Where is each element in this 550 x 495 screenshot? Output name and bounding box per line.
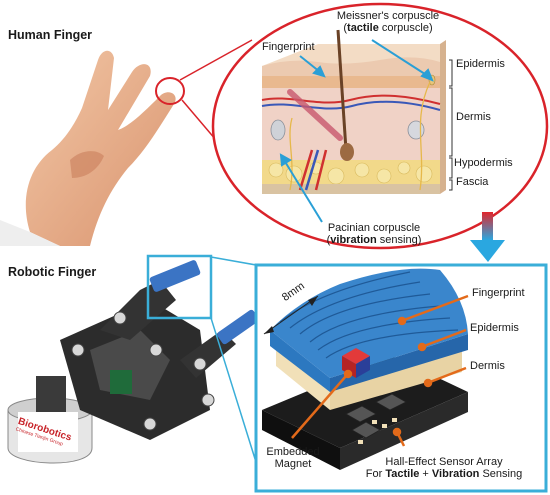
human-fingerprint-label: Fingerprint — [262, 41, 315, 53]
human-hand-photo — [0, 50, 176, 246]
robotic-finger-title: Robotic Finger — [8, 265, 97, 279]
dermis-label: Dermis — [456, 111, 491, 123]
zoom-line-cyan-bottom — [210, 317, 257, 463]
zoom-line-red-bottom — [181, 99, 217, 141]
robot-label-pointers — [291, 294, 469, 447]
epidermis-label: Epidermis — [456, 58, 505, 70]
pacinian-corpuscle-label: Pacinian corpuscle (vibration sensing) — [326, 222, 422, 246]
human-finger-title: Human Finger — [8, 28, 93, 42]
fingertip-highlight-circle — [155, 77, 185, 105]
robot-epidermis-label: Epidermis — [470, 322, 519, 334]
zoom-arrow — [470, 212, 505, 262]
zoom-line-red-top — [179, 39, 253, 81]
robotic-gripper-render — [7, 260, 259, 464]
fascia-label: Fascia — [456, 176, 489, 188]
fingertip-highlight-box — [146, 254, 213, 320]
meissner-corpuscle-label: Meissner's corpuscle (tactile corpuscle) — [336, 10, 440, 34]
human-label-pointers — [279, 39, 434, 223]
sensor-3d-render — [262, 268, 468, 470]
embedded-magnet-label: Embedded Magnet — [266, 446, 320, 470]
robot-fingerprint-label: Fingerprint — [472, 287, 525, 299]
hall-effect-sensor-label: Hall-Effect Sensor Array For Tactile + V… — [365, 456, 523, 480]
hypodermis-label: Hypodermis — [454, 157, 513, 169]
robot-dermis-label: Dermis — [470, 360, 505, 372]
layer-brackets — [449, 59, 453, 191]
zoom-line-cyan-top — [210, 256, 257, 266]
